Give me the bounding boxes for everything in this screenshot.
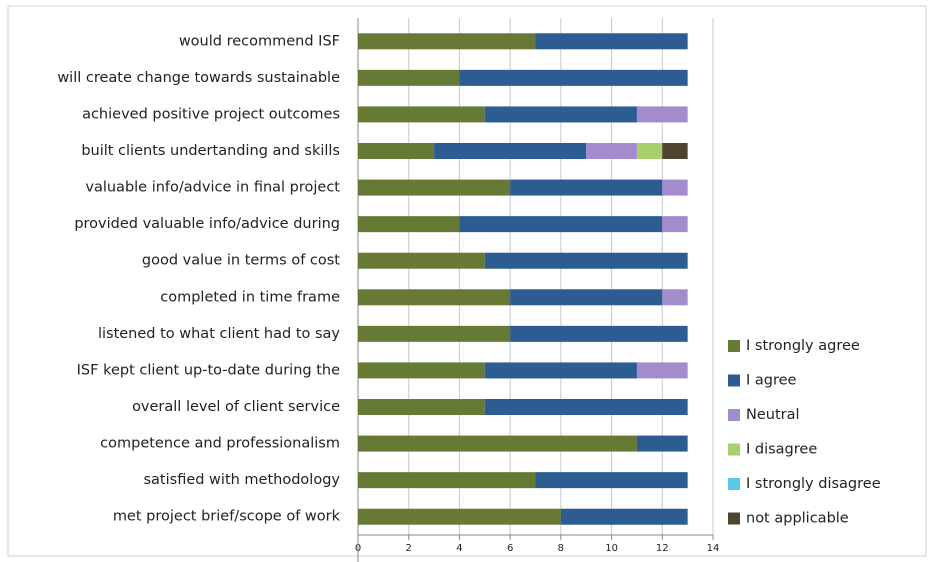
bar-segment bbox=[662, 289, 688, 306]
legend-label: I disagree bbox=[746, 442, 817, 458]
legend-swatch bbox=[728, 340, 740, 352]
y-tick-label: satisfied with methodology bbox=[143, 472, 340, 488]
bar-segment bbox=[636, 106, 688, 123]
y-tick-label: valuable info/advice in final project bbox=[85, 180, 340, 196]
bar-segment bbox=[358, 435, 637, 452]
bar-segment bbox=[662, 179, 688, 196]
bar-segment bbox=[510, 179, 663, 196]
y-tick-label: good value in terms of cost bbox=[142, 253, 340, 269]
bar-segment bbox=[358, 69, 460, 86]
bar-segment bbox=[358, 33, 536, 50]
bar-segment bbox=[358, 325, 511, 342]
y-tick-label: achieved positive project outcomes bbox=[82, 106, 340, 122]
bar-segment bbox=[358, 508, 561, 525]
y-tick-label: completed in time frame bbox=[160, 289, 340, 305]
legend-label: not applicable bbox=[746, 511, 849, 527]
x-tick-label: 6 bbox=[507, 543, 513, 554]
legend-swatch bbox=[728, 409, 740, 421]
bar-segment bbox=[459, 216, 663, 233]
bar-segment bbox=[484, 362, 637, 379]
legend-swatch bbox=[728, 443, 740, 456]
bar-segment bbox=[662, 216, 688, 233]
bar-segment bbox=[484, 106, 637, 123]
legend-swatch bbox=[728, 478, 740, 490]
bar-segment bbox=[358, 399, 485, 415]
legend-label: Neutral bbox=[746, 407, 800, 423]
bar-segment bbox=[510, 325, 688, 342]
bar-segment bbox=[636, 435, 688, 452]
y-tick-label: provided valuable info/advice during bbox=[74, 216, 340, 232]
y-tick-label: ISF kept client up-to-date during the bbox=[77, 362, 340, 378]
y-tick-label: will create change towards sustainable bbox=[57, 70, 340, 86]
bar-segment bbox=[358, 252, 485, 269]
bar-segment bbox=[662, 143, 688, 159]
legend-label: I strongly agree bbox=[746, 338, 860, 354]
bar-segment bbox=[586, 143, 637, 159]
y-tick-label: overall level of client service bbox=[132, 399, 340, 415]
legend-label: I strongly disagree bbox=[746, 476, 881, 492]
bar-segment bbox=[459, 69, 688, 86]
x-tick-label: 2 bbox=[406, 543, 412, 554]
bar-segment bbox=[358, 472, 536, 489]
y-tick-label: listened to what client had to say bbox=[98, 326, 340, 342]
bar-segment bbox=[434, 143, 587, 159]
y-tick-label: met project brief/scope of work bbox=[113, 509, 341, 525]
x-tick-label: 4 bbox=[456, 543, 462, 554]
bar-segment bbox=[358, 216, 460, 233]
bar-segment bbox=[535, 33, 688, 50]
x-tick-label: 12 bbox=[656, 543, 669, 554]
legend-swatch bbox=[728, 374, 740, 387]
bar-segment bbox=[358, 143, 435, 159]
x-tick-label: 10 bbox=[605, 543, 618, 554]
bar-segment bbox=[484, 252, 688, 269]
legend-swatch bbox=[728, 512, 740, 525]
y-tick-label: built clients undertanding and skills bbox=[81, 143, 340, 159]
bar-segment bbox=[358, 106, 485, 123]
bar-segment bbox=[358, 362, 485, 379]
x-tick-label: 14 bbox=[707, 543, 720, 554]
y-tick-label: would recommend ISF bbox=[179, 33, 340, 49]
bar-segment bbox=[358, 289, 511, 306]
bar-segment bbox=[560, 508, 688, 525]
bar-segment bbox=[510, 289, 663, 306]
bar-segment bbox=[636, 362, 688, 379]
legend-label: I agree bbox=[746, 373, 797, 389]
bar-segment bbox=[358, 179, 511, 196]
chart-frame bbox=[7, 5, 927, 557]
bar-segment bbox=[636, 143, 663, 159]
bar-segment bbox=[535, 472, 688, 489]
x-tick-label: 8 bbox=[558, 543, 564, 554]
y-tick-label: competence and professionalism bbox=[100, 436, 340, 452]
bar-segment bbox=[484, 399, 688, 415]
